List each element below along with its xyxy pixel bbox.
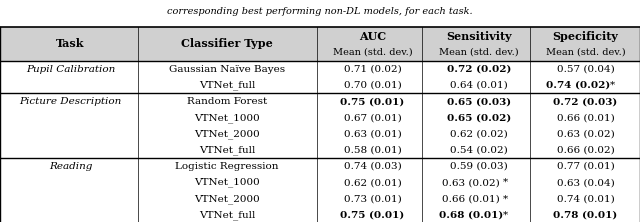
Text: *: *	[610, 81, 615, 90]
Text: *: *	[503, 178, 508, 187]
Text: VTNet_2000: VTNet_2000	[195, 194, 260, 204]
Text: 0.65 (0.02): 0.65 (0.02)	[447, 113, 511, 122]
Text: Random Forest: Random Forest	[187, 97, 268, 106]
Text: 0.71 (0.02): 0.71 (0.02)	[344, 65, 401, 74]
Text: 0.70 (0.01): 0.70 (0.01)	[344, 81, 401, 90]
Text: Gaussian Naïve Bayes: Gaussian Naïve Bayes	[169, 65, 285, 74]
Text: 0.77 (0.01): 0.77 (0.01)	[557, 162, 614, 171]
Text: 0.58 (0.01): 0.58 (0.01)	[344, 146, 401, 155]
Text: Reading: Reading	[49, 162, 92, 171]
Text: *: *	[503, 194, 508, 203]
Text: *: *	[503, 210, 508, 220]
Text: 0.74 (0.01): 0.74 (0.01)	[557, 194, 614, 203]
Text: Classifier Type: Classifier Type	[181, 38, 273, 49]
Text: 0.64 (0.01): 0.64 (0.01)	[450, 81, 508, 90]
Text: 0.65 (0.03): 0.65 (0.03)	[447, 97, 511, 106]
Text: Picture Description: Picture Description	[19, 97, 122, 106]
Text: Mean (std. dev.): Mean (std. dev.)	[439, 47, 518, 56]
Text: 0.67 (0.01): 0.67 (0.01)	[344, 113, 401, 122]
Text: 0.68 (0.01): 0.68 (0.01)	[439, 210, 503, 220]
Text: Logistic Regression: Logistic Regression	[175, 162, 279, 171]
Text: 0.66 (0.01): 0.66 (0.01)	[557, 113, 614, 122]
Text: 0.75 (0.01): 0.75 (0.01)	[340, 97, 404, 106]
FancyBboxPatch shape	[0, 27, 640, 61]
Text: VTNet_full: VTNet_full	[199, 81, 255, 90]
Text: 0.63 (0.02): 0.63 (0.02)	[557, 129, 614, 139]
Text: VTNet_1000: VTNet_1000	[195, 178, 260, 187]
Text: Task: Task	[56, 38, 84, 49]
Text: Mean (std. dev.): Mean (std. dev.)	[333, 47, 412, 56]
Text: 0.72 (0.03): 0.72 (0.03)	[554, 97, 618, 106]
Text: Mean (std. dev.): Mean (std. dev.)	[546, 47, 625, 56]
Text: 0.59 (0.03): 0.59 (0.03)	[450, 162, 508, 171]
Text: Specificity: Specificity	[553, 32, 618, 42]
Text: AUC: AUC	[359, 32, 386, 42]
Text: 0.63 (0.01): 0.63 (0.01)	[344, 129, 401, 139]
Text: corresponding best performing non-DL models, for each task.: corresponding best performing non-DL mod…	[167, 7, 473, 16]
Text: 0.72 (0.02): 0.72 (0.02)	[447, 65, 511, 74]
Text: 0.66 (0.02): 0.66 (0.02)	[557, 146, 614, 155]
Text: 0.57 (0.04): 0.57 (0.04)	[557, 65, 614, 74]
Text: 0.62 (0.01): 0.62 (0.01)	[344, 178, 401, 187]
Text: 0.63 (0.04): 0.63 (0.04)	[557, 178, 614, 187]
Text: VTNet_2000: VTNet_2000	[195, 129, 260, 139]
Text: Sensitivity: Sensitivity	[446, 32, 511, 42]
Text: 0.63 (0.02): 0.63 (0.02)	[442, 178, 500, 187]
Text: 0.74 (0.02): 0.74 (0.02)	[546, 81, 610, 90]
Text: 0.66 (0.01): 0.66 (0.01)	[442, 194, 500, 203]
Text: 0.54 (0.02): 0.54 (0.02)	[450, 146, 508, 155]
Text: Pupil Calibration: Pupil Calibration	[26, 65, 115, 74]
Text: VTNet_full: VTNet_full	[199, 145, 255, 155]
Text: VTNet_1000: VTNet_1000	[195, 113, 260, 123]
Text: 0.78 (0.01): 0.78 (0.01)	[554, 210, 618, 220]
Text: 0.62 (0.02): 0.62 (0.02)	[450, 129, 508, 139]
Text: 0.75 (0.01): 0.75 (0.01)	[340, 210, 404, 220]
Text: 0.73 (0.01): 0.73 (0.01)	[344, 194, 401, 203]
Text: 0.74 (0.03): 0.74 (0.03)	[344, 162, 401, 171]
Text: VTNet_full: VTNet_full	[199, 210, 255, 220]
